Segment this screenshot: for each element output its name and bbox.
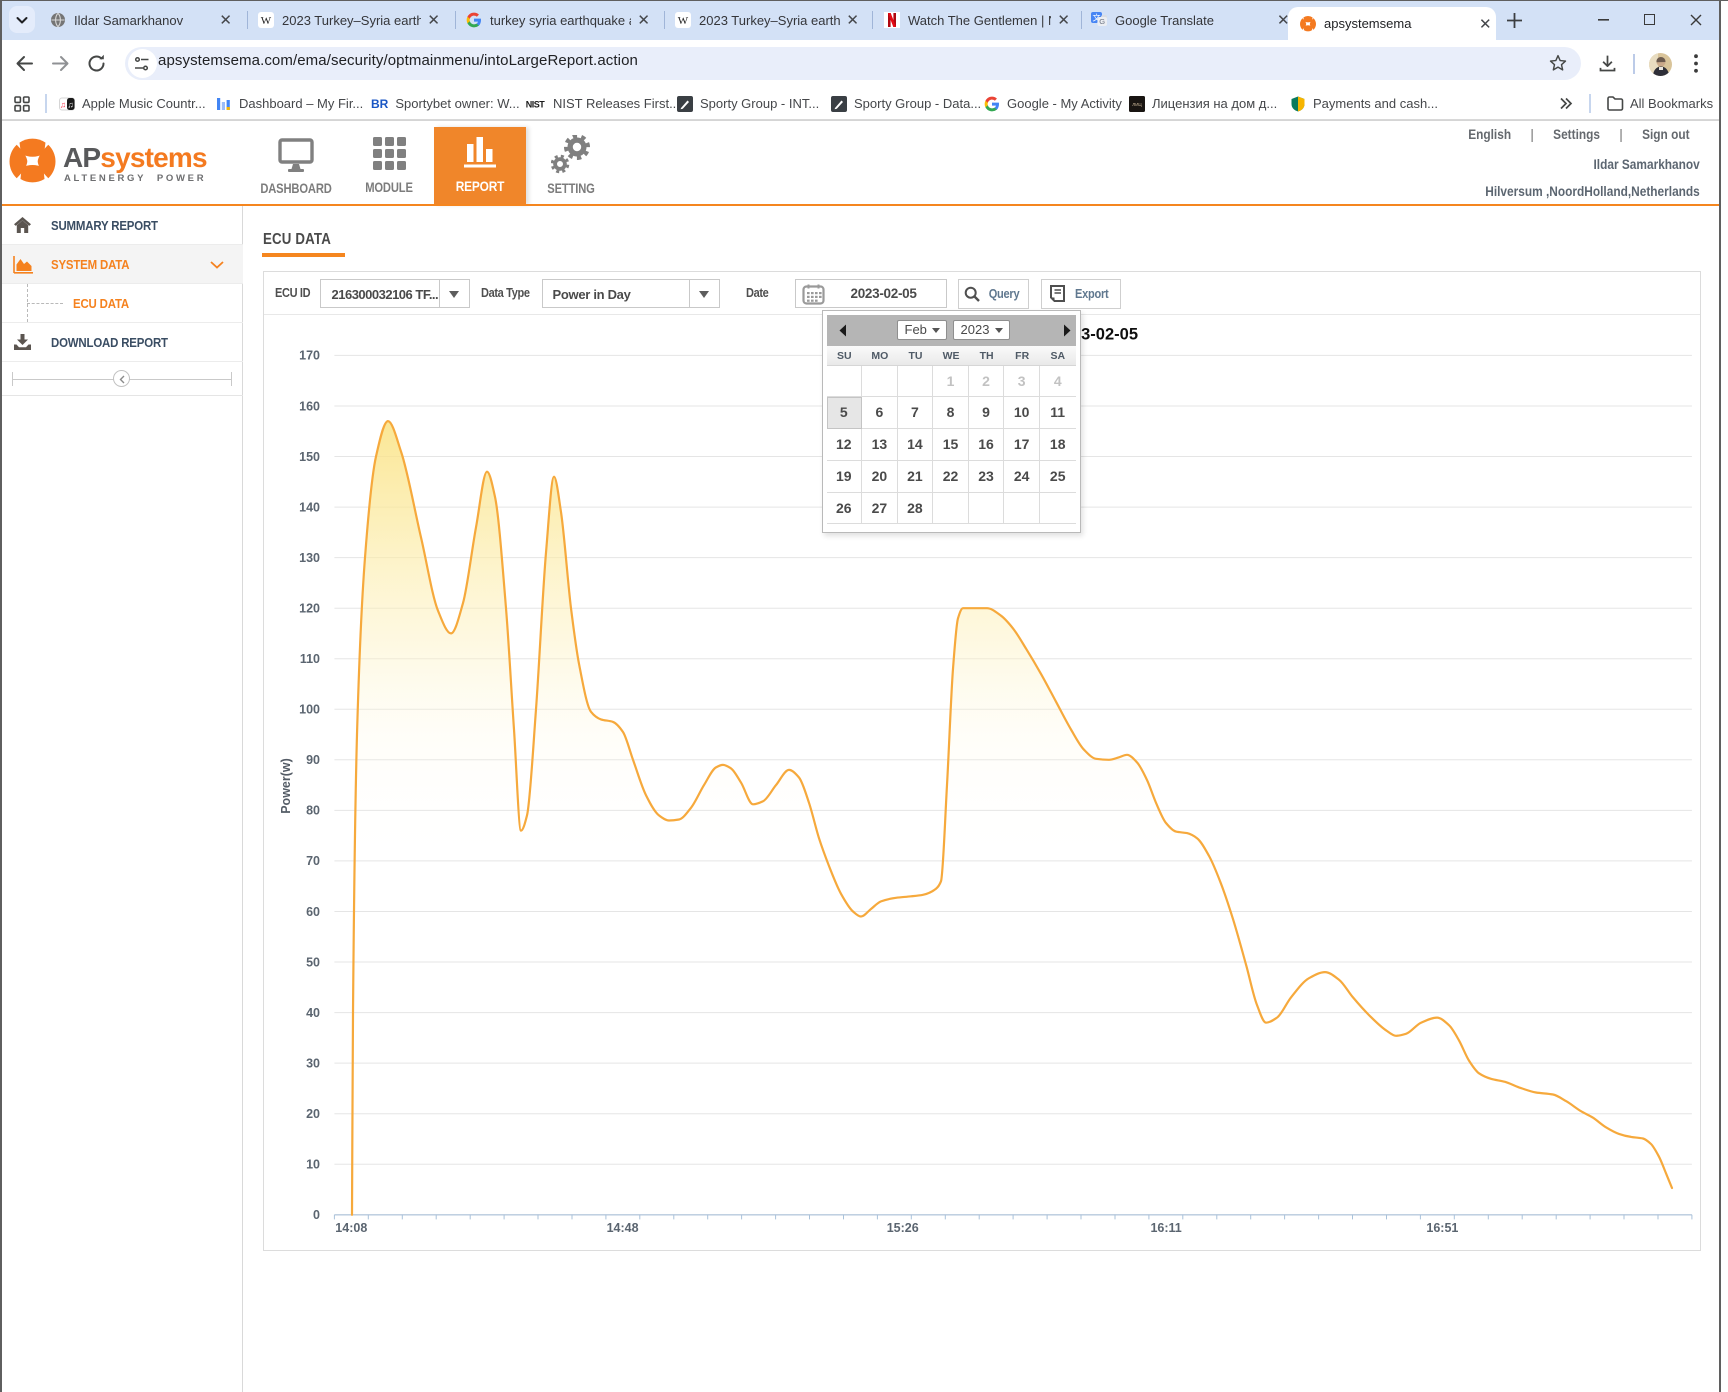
svg-text:140: 140 xyxy=(299,500,320,514)
svg-text:♫: ♫ xyxy=(68,99,74,109)
svg-text:16:51: 16:51 xyxy=(1426,1221,1458,1235)
svg-text:ЛИЦ: ЛИЦ xyxy=(1132,102,1142,107)
svg-text:15:26: 15:26 xyxy=(886,1221,918,1235)
svg-text:NIST: NIST xyxy=(526,99,546,109)
svg-text:120: 120 xyxy=(299,602,320,616)
svg-text:30: 30 xyxy=(306,1056,320,1070)
svg-text:160: 160 xyxy=(299,399,320,413)
svg-text:14:08: 14:08 xyxy=(335,1221,367,1235)
svg-text:170: 170 xyxy=(299,349,320,363)
svg-text:G: G xyxy=(1099,17,1105,26)
svg-text:130: 130 xyxy=(299,551,320,565)
svg-text:W: W xyxy=(678,15,689,27)
svg-text:♫: ♫ xyxy=(60,99,66,109)
svg-text:150: 150 xyxy=(299,450,320,464)
svg-text:14:48: 14:48 xyxy=(606,1221,638,1235)
svg-text:40: 40 xyxy=(306,1006,320,1020)
svg-text:50: 50 xyxy=(306,955,320,969)
svg-text:100: 100 xyxy=(299,703,320,717)
svg-text:16:11: 16:11 xyxy=(1150,1221,1181,1235)
svg-text:文: 文 xyxy=(1093,13,1101,23)
svg-text:70: 70 xyxy=(306,854,320,868)
svg-text:90: 90 xyxy=(306,753,320,767)
svg-text:W: W xyxy=(261,15,272,27)
svg-text:20: 20 xyxy=(306,1107,320,1121)
svg-text:110: 110 xyxy=(299,652,319,666)
svg-text:60: 60 xyxy=(306,905,320,919)
svg-text:80: 80 xyxy=(306,804,320,818)
svg-text:Power(w): Power(w) xyxy=(279,758,293,814)
svg-text:10: 10 xyxy=(306,1158,320,1172)
svg-text:0: 0 xyxy=(313,1208,320,1222)
